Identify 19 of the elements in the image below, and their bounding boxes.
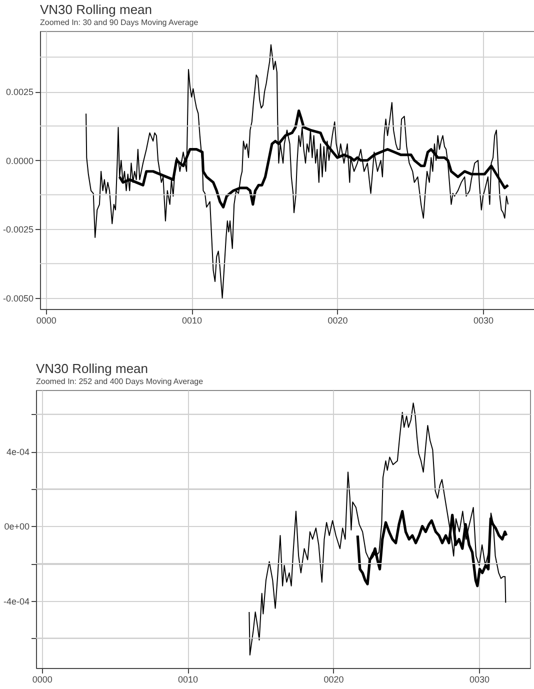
y-tick-label: 0.0025 [6, 87, 34, 98]
x-tick-label: 0000 [36, 316, 56, 326]
chart-subtitle: Zoomed In: 30 and 90 Days Moving Average [40, 18, 199, 27]
chart-title: VN30 Rolling mean [40, 2, 152, 17]
x-tick-label: 0030 [473, 316, 494, 326]
x-tick-label: 0030 [469, 674, 490, 684]
y-tick-label: 4e-04 [6, 447, 30, 458]
y-tick-label: 0e+00 [4, 522, 30, 532]
x-tick-label: 0000 [32, 674, 52, 684]
y-tick-label: 0.0000 [6, 156, 34, 166]
x-tick-label: 0010 [178, 674, 198, 684]
y-tick-label: -4e-04 [3, 596, 30, 606]
y-tick-label: -0.0050 [2, 293, 34, 304]
x-tick-label: 0010 [182, 316, 202, 326]
x-tick-label: 0020 [328, 316, 348, 326]
x-tick-label: 0020 [324, 674, 344, 684]
chart-title: VN30 Rolling mean [36, 361, 148, 376]
chart-subtitle: Zoomed In: 252 and 400 Days Moving Average [36, 377, 204, 386]
y-tick-label: -0.0025 [2, 224, 34, 235]
